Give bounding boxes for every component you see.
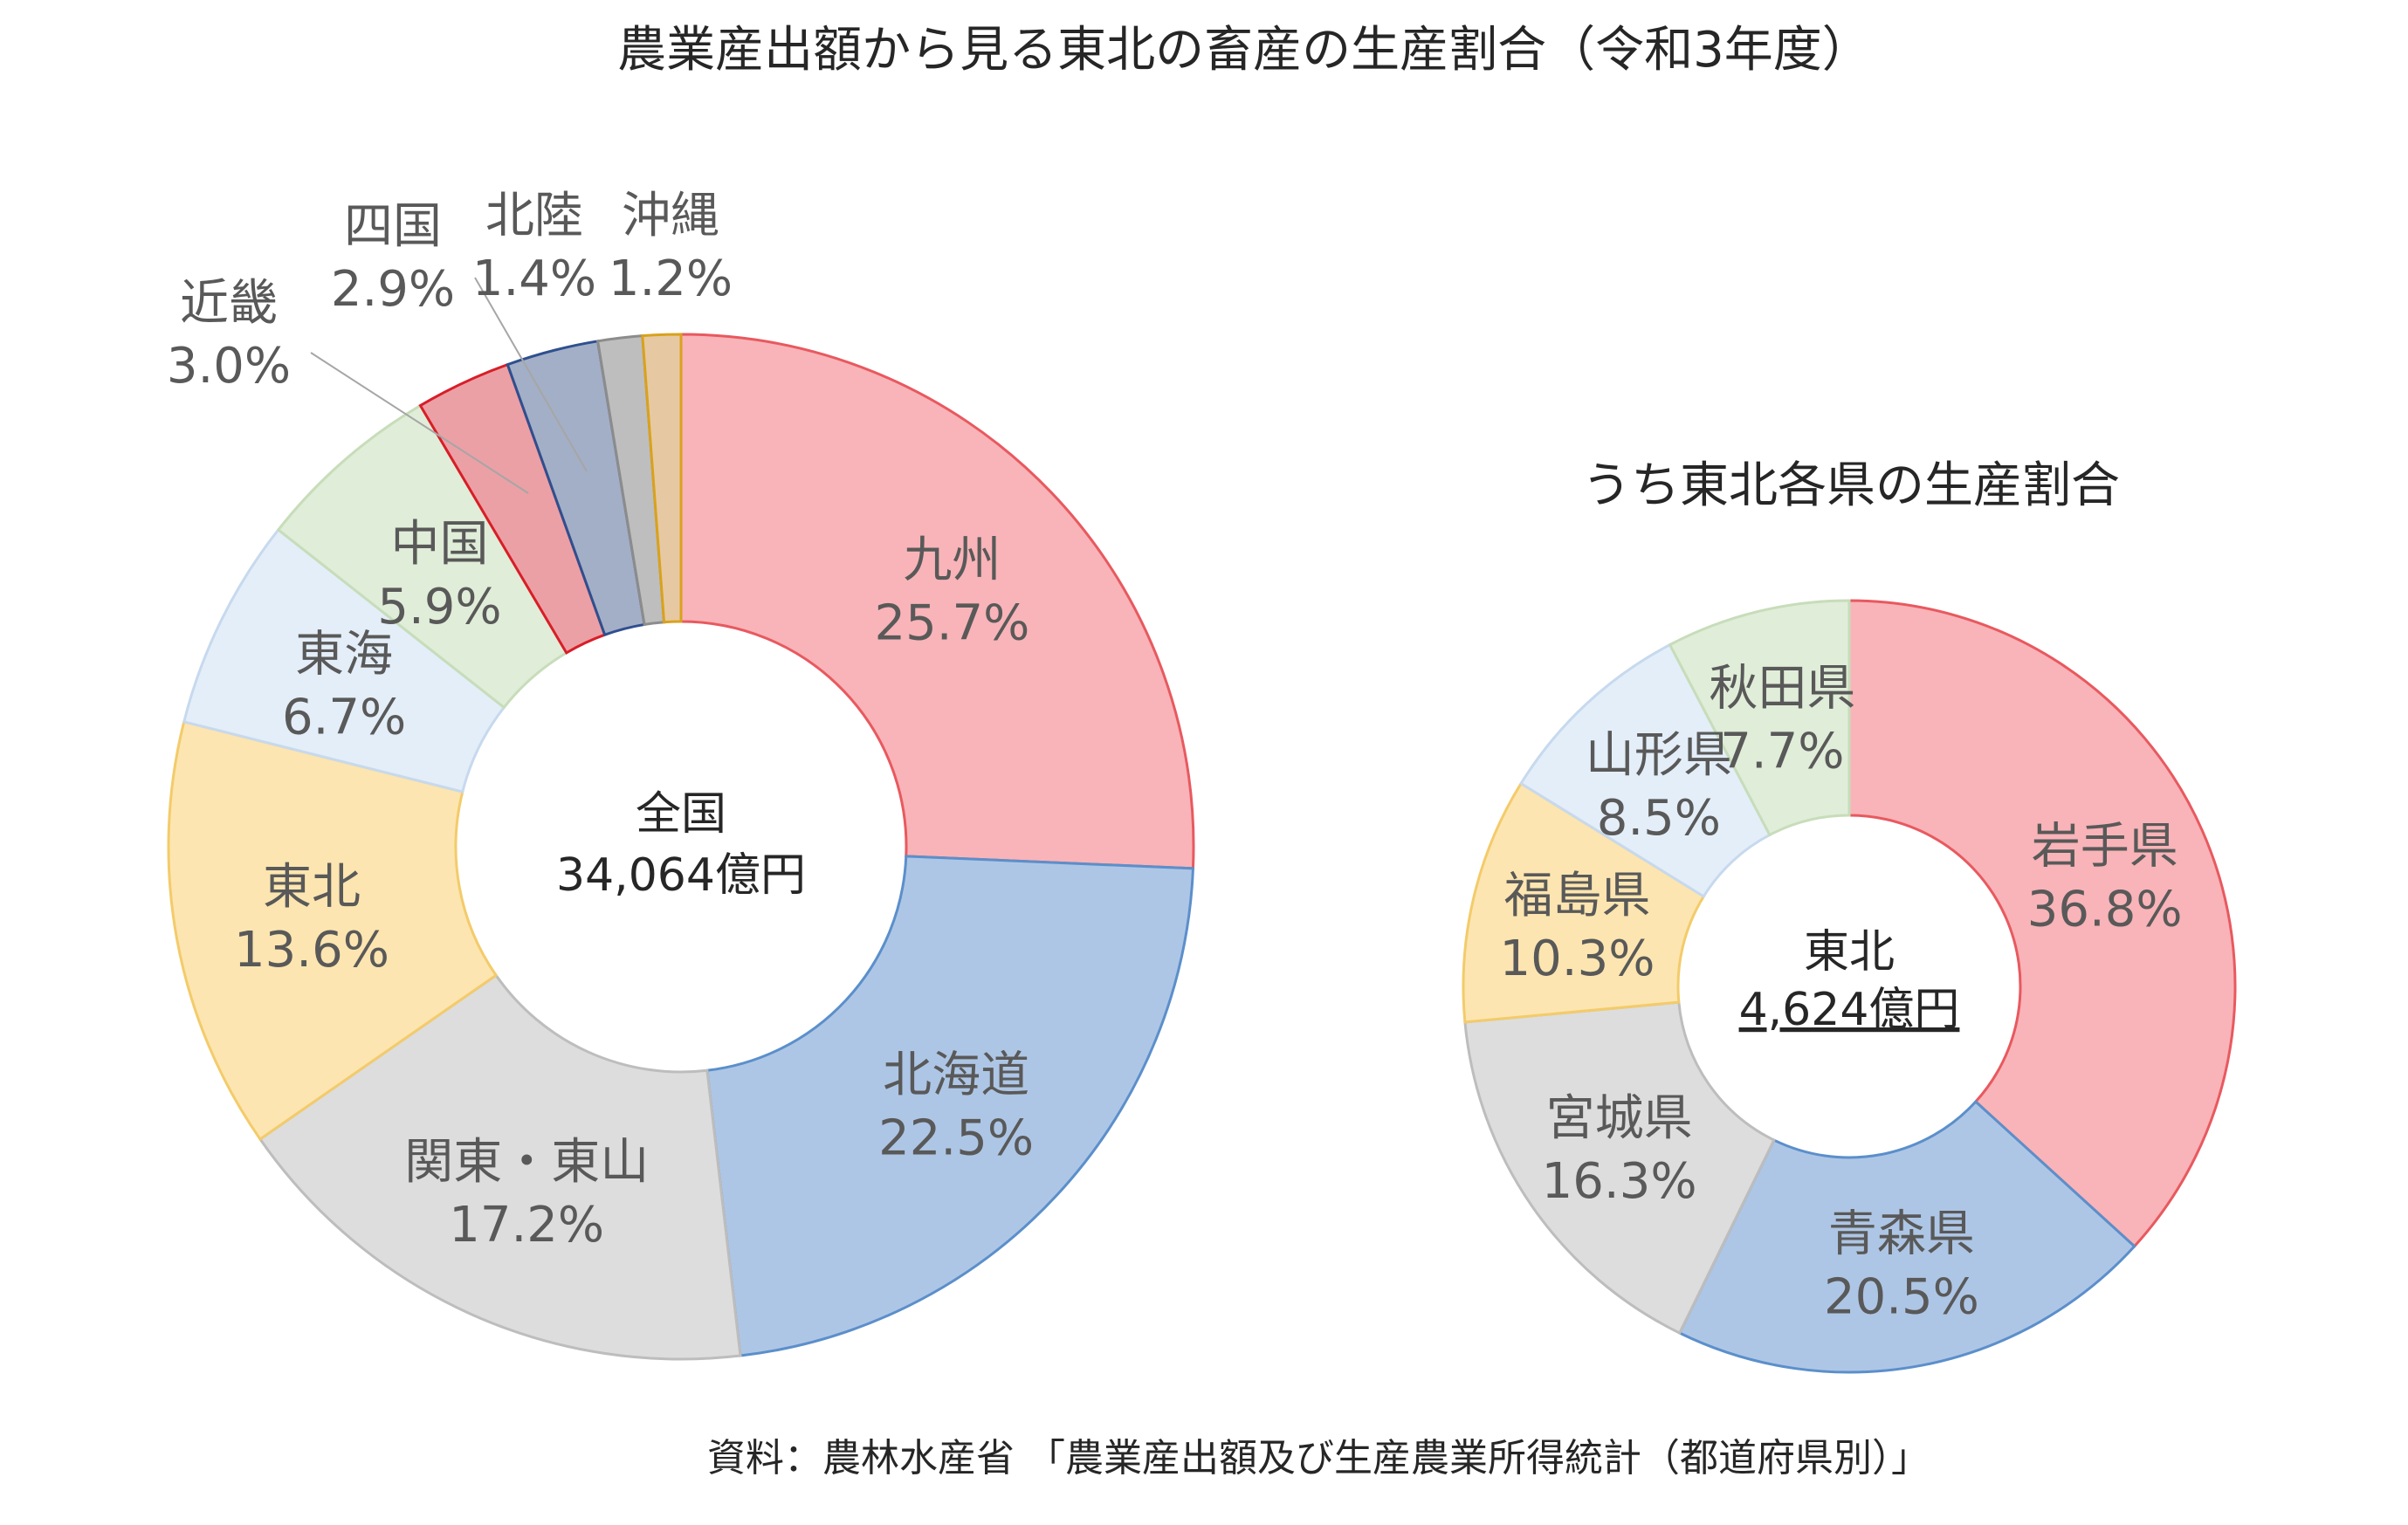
slice-value-label: 3.0%: [167, 338, 291, 395]
slice-value-label: 13.6%: [234, 922, 389, 979]
donut-slice: [1847, 599, 2237, 1248]
slice-label: 秋田県: [1709, 660, 1855, 717]
slice-label: 北陸: [485, 188, 583, 244]
center-label-title: 東北: [1804, 926, 1895, 979]
slice-label: 宮城県: [1546, 1090, 1693, 1147]
center-label-title: 全国: [636, 788, 726, 841]
slice-label: 東北: [263, 859, 361, 916]
donut-slice: [1677, 1099, 2136, 1374]
chart-subtitle-tohoku: うち東北各県の生産割合: [1582, 457, 2120, 514]
leader-line: [310, 352, 529, 494]
donut-slice: [1519, 642, 1772, 898]
slice-label: 北海道: [883, 1048, 1029, 1104]
donut-slice: [167, 720, 499, 1142]
slice-label: 山形県: [1586, 727, 1732, 784]
slice-value-label: 10.3%: [1500, 931, 1655, 987]
donut-slice: [641, 333, 683, 624]
chart-title: 農業産出額から見る東北の畜産の生産割合（令和3年度）: [617, 22, 1871, 79]
slice-label: 福島県: [1504, 868, 1651, 924]
center-label-total: 34,064億円: [556, 849, 806, 902]
source-note: 資料：農林水産省 「農業産出額及び生産農業所得統計（都道府県別）」: [707, 1436, 1930, 1480]
slice-value-label: 1.2%: [609, 251, 733, 307]
slice-value-label: 25.7%: [874, 595, 1029, 652]
donut-chart-tohoku: 岩手県 36.8% 青森県 20.5% 宮城県 16.3% 福島県 10.3% 山形県 8.5% 秋…: [1462, 599, 2237, 1374]
slice-label: 沖縄: [622, 188, 719, 244]
slice-value-label: 36.8%: [2027, 882, 2183, 938]
slice-value-label: 17.2%: [449, 1197, 604, 1254]
slice-label: 四国: [344, 198, 442, 255]
leader-line: [474, 277, 588, 472]
slice-value-label: 22.5%: [878, 1110, 1034, 1167]
donut-slice: [1462, 781, 1706, 1024]
slice-value-label: 2.9%: [331, 261, 455, 318]
slice-value-label: 8.5%: [1597, 790, 1721, 847]
donut-slice: [258, 973, 742, 1361]
slice-label: 九州: [903, 532, 1001, 589]
slice-value-label: 20.5%: [1824, 1268, 1979, 1325]
slice-label: 青森県: [1828, 1206, 1975, 1262]
slice-value-label: 16.3%: [1542, 1153, 1697, 1210]
slice-label: 岩手県: [2032, 819, 2178, 876]
slice-value-label: 6.7%: [282, 689, 406, 745]
donut-slice: [1668, 599, 1851, 837]
donut-slice: [1463, 1000, 1776, 1336]
slice-label: 関東・東山: [404, 1134, 649, 1191]
slice-value-label: 5.9%: [377, 579, 501, 635]
slice-label: 中国: [391, 516, 489, 573]
slice-label: 東海: [295, 626, 393, 683]
donut-slice: [705, 855, 1195, 1357]
donut-slice: [679, 333, 1195, 870]
slice-label: 近畿: [180, 275, 278, 332]
slice-value-label: 7.7%: [1720, 723, 1844, 780]
center-label-total: 4,624億円: [1739, 984, 1960, 1036]
donut-chart-national: 九州 25.7% 北海道 22.5% 関東・東山 17.2% 東北 13.6% 東海 6.7% 中国…: [167, 188, 1195, 1361]
slice-value-label: 1.4%: [472, 251, 596, 307]
